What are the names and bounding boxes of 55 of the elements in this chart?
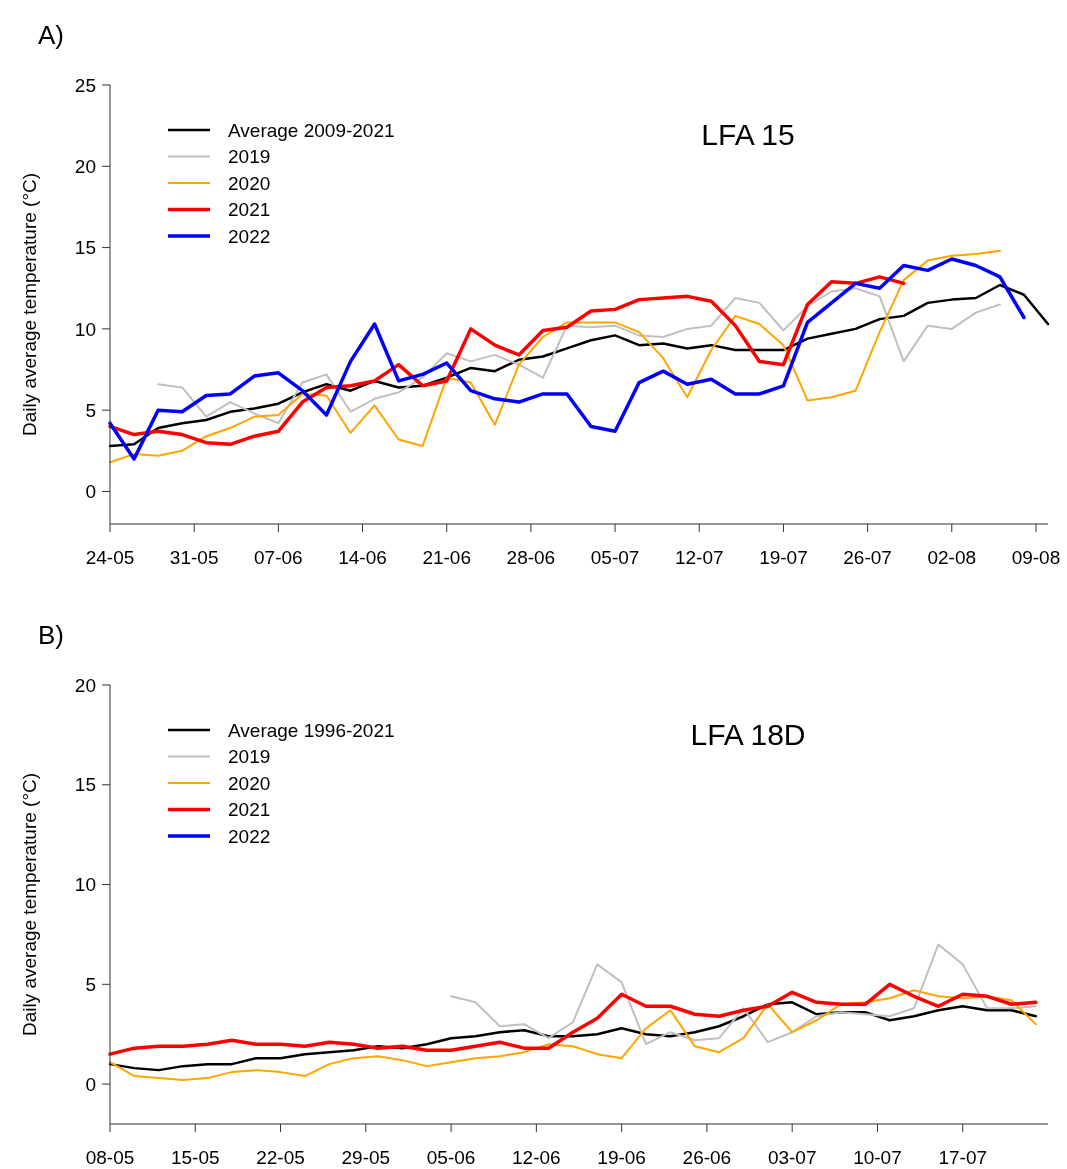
- x-tick-label: 31-05: [169, 547, 219, 568]
- legend-label: 2020: [228, 772, 271, 794]
- y-tick-label: 10: [74, 318, 96, 340]
- x-tick-label: 15-05: [170, 1147, 220, 1168]
- x-tick-label: 03-07: [767, 1147, 817, 1168]
- chart-title: A): [38, 20, 64, 50]
- x-tick-label: 14-06: [338, 547, 387, 568]
- x-tick-label: 26-07: [843, 547, 892, 568]
- line-series: [108, 982, 1038, 1056]
- legend-label: 2022: [228, 225, 271, 247]
- legend-label: 2021: [228, 199, 271, 221]
- legend-label: 2022: [228, 825, 271, 847]
- x-tick-label: 08-05: [85, 1147, 135, 1168]
- x-tick-label: 28-06: [506, 547, 556, 568]
- x-tick-label: 29-05: [341, 1147, 391, 1168]
- x-tick-label: 02-08: [927, 547, 977, 568]
- y-tick-label: 25: [74, 74, 96, 96]
- y-tick-label: 5: [85, 399, 96, 421]
- x-tick-label: 05-06: [426, 1147, 476, 1168]
- x-tick-label: 19-06: [597, 1147, 646, 1168]
- legend-label: 2019: [228, 146, 271, 168]
- x-tick-label: 17-07: [938, 1147, 988, 1168]
- y-tick-label: 15: [74, 237, 96, 259]
- y-tick-label: 5: [85, 973, 96, 995]
- line-series: [450, 943, 1037, 1046]
- legend-label: 2021: [228, 799, 271, 821]
- line-series: [109, 989, 1037, 1082]
- x-tick-label: 24-05: [85, 547, 135, 568]
- y-tick-label: 15: [74, 774, 96, 796]
- text: LFA 15: [701, 118, 795, 151]
- y-axis-title: Daily average temperature (°C): [19, 772, 40, 1037]
- x-tick-label: 05-07: [590, 547, 640, 568]
- x-tick-label: 10-07: [853, 1147, 902, 1168]
- legend-label: 2019: [228, 746, 271, 768]
- y-tick-label: 10: [74, 874, 96, 896]
- x-tick-label: 12-07: [674, 547, 724, 568]
- x-tick-label: 12-06: [512, 1147, 561, 1168]
- x-tick-label: 19-07: [759, 547, 808, 568]
- y-tick-label: 20: [74, 155, 96, 177]
- x-tick-label: 22-05: [256, 1147, 305, 1168]
- y-tick-label: 0: [85, 481, 96, 503]
- text: LFA 18D: [690, 718, 806, 751]
- legend-label: 2020: [228, 172, 271, 194]
- x-tick-label: 07-06: [254, 547, 303, 568]
- x-tick-label: 09-08: [1011, 547, 1061, 568]
- line-series: [157, 287, 1001, 425]
- y-axis-title: Daily average temperature (°C): [19, 172, 40, 437]
- chart-title: B): [38, 620, 64, 650]
- legend-label: Average 2009-2021: [228, 119, 395, 141]
- legend-label: Average 1996-2021: [228, 719, 395, 741]
- line-series: [108, 275, 906, 447]
- y-tick-label: 0: [85, 1073, 96, 1095]
- x-tick-label: 26-06: [682, 1147, 732, 1168]
- y-tick-label: 20: [74, 674, 96, 696]
- x-tick-label: 21-06: [422, 547, 472, 568]
